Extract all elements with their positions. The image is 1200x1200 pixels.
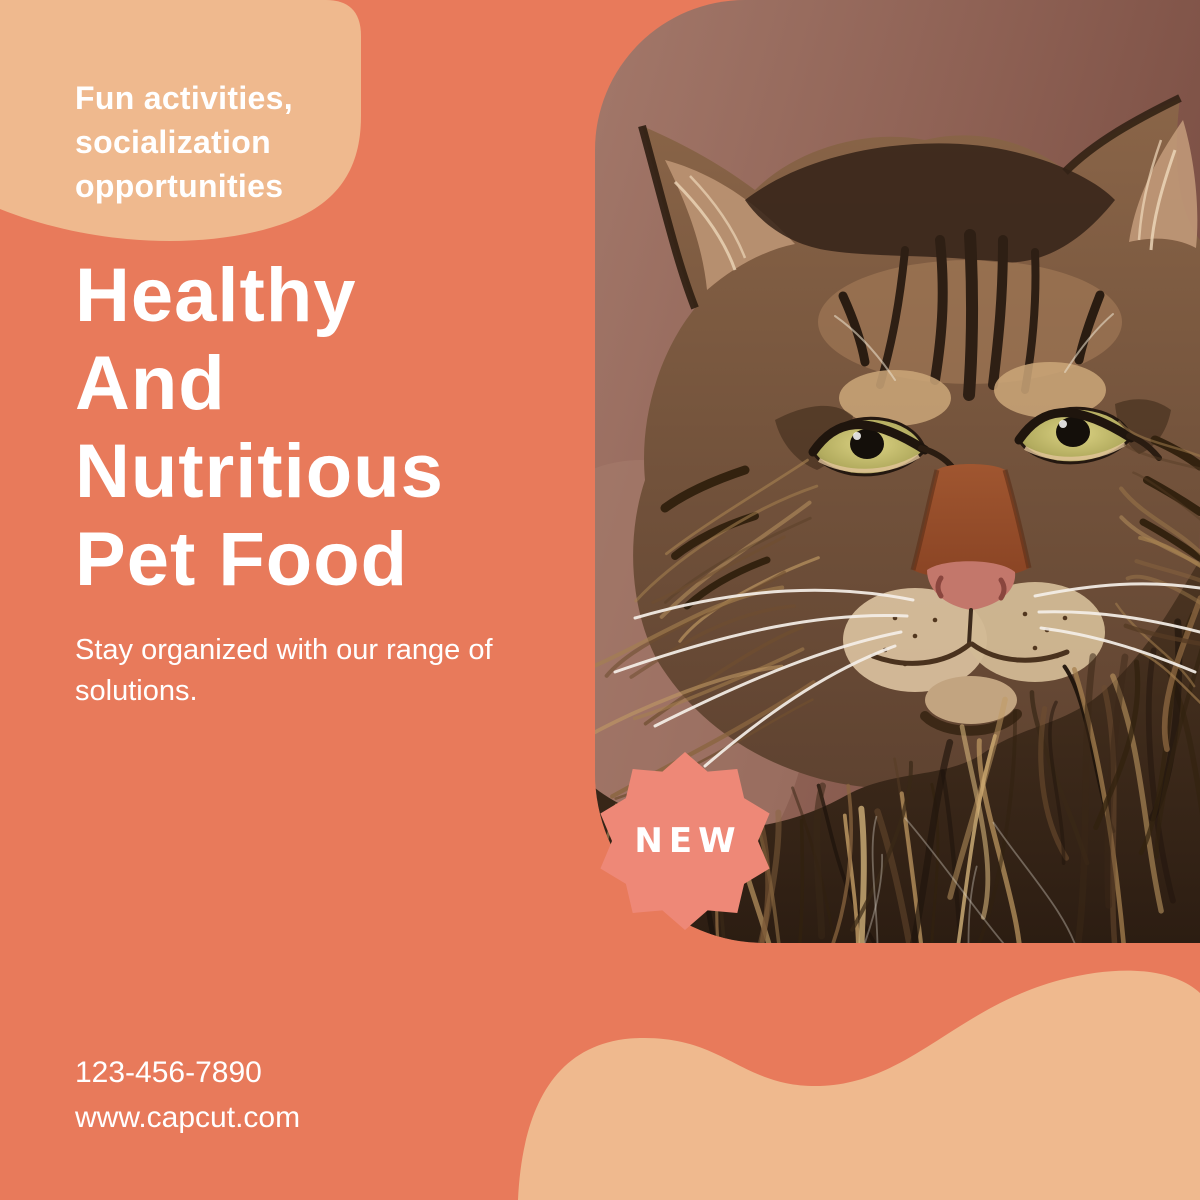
website-url: www.capcut.com [75,1101,301,1134]
badge-label: NEW [634,821,742,861]
headline: Healthy And Nutritious Pet Food [75,253,444,603]
tabby-cat-illustration [595,0,1200,943]
brow-whiskers [834,313,1114,381]
fur-texture [595,420,1200,943]
whiskers [613,582,1200,768]
subheadline: Stay organized with our range of solutio… [75,634,493,708]
bottom-right-blob [518,970,1200,1200]
cat-photo [595,0,1200,943]
tagline: Fun activities, socialization opportunit… [75,80,293,205]
contact-block: 123-456-7890 www.capcut.com [75,1050,300,1140]
top-left-blob [0,0,361,242]
phone-number: 123-456-7890 [75,1056,262,1089]
new-badge: NEW [590,746,780,936]
star-badge-shape [600,752,770,930]
